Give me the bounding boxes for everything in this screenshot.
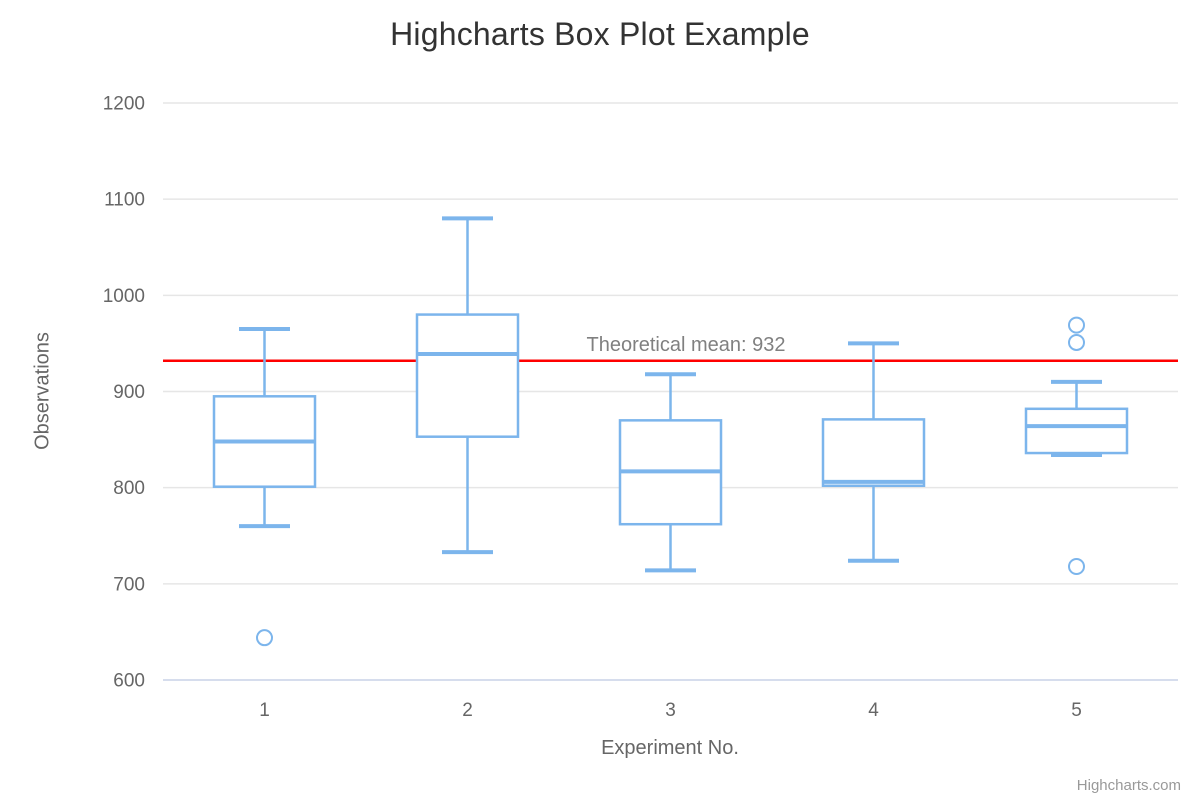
outlier-point[interactable] xyxy=(256,629,273,647)
outlier-point[interactable] xyxy=(1068,333,1085,351)
y-axis-title: Observations xyxy=(31,332,54,450)
y-tick-label: 800 xyxy=(113,478,145,499)
box-5[interactable] xyxy=(1024,407,1129,455)
x-axis-title: Experiment No. xyxy=(601,737,739,759)
outlier-point[interactable] xyxy=(1068,558,1085,576)
outlier-point[interactable] xyxy=(1068,316,1085,334)
x-tick-label: 5 xyxy=(1071,700,1082,721)
y-tick-label: 1000 xyxy=(103,286,145,307)
y-tick-label: 1100 xyxy=(104,190,145,211)
y-tick-label: 900 xyxy=(113,382,145,403)
plot-line-label: Theoretical mean: 932 xyxy=(586,334,786,356)
highcharts-credit-link[interactable]: Highcharts.com xyxy=(1076,777,1181,794)
y-tick-label: 600 xyxy=(113,671,145,692)
box-2[interactable] xyxy=(415,313,520,438)
x-tick-label: 3 xyxy=(665,700,676,721)
x-tick-label: 1 xyxy=(259,700,270,721)
y-tick-label: 1200 xyxy=(103,94,145,115)
chart-title: Highcharts Box Plot Example xyxy=(390,16,810,52)
box-4[interactable] xyxy=(821,418,926,487)
x-tick-label: 2 xyxy=(462,700,473,721)
x-tick-label: 4 xyxy=(868,700,879,721)
y-tick-label: 700 xyxy=(113,574,145,595)
